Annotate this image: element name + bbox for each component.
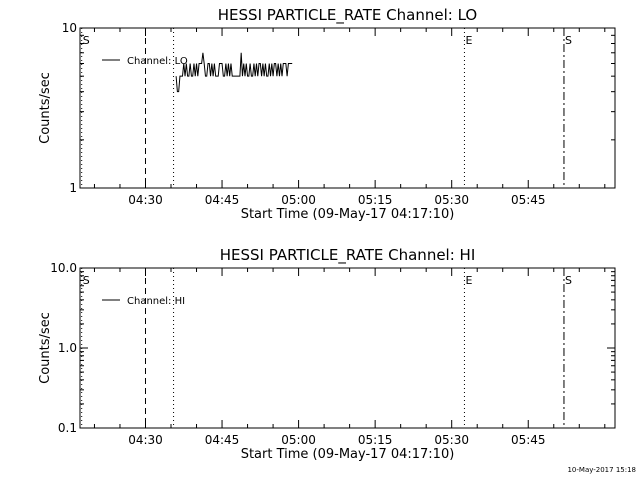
y-tick-label: 10.0: [50, 261, 77, 275]
x-tick-label: 05:00: [281, 433, 316, 447]
x-axis-label: Start Time (09-May-17 04:17:10): [241, 207, 455, 222]
legend-entry: Channel: LO: [127, 56, 188, 67]
x-tick-label: 05:45: [511, 433, 546, 447]
chart-title: HESSI PARTICLE_RATE Channel: LO: [218, 6, 477, 25]
plot-frame: [79, 267, 616, 429]
y-axis-label: Counts/sec: [38, 72, 53, 144]
y-tick-label: 1: [69, 181, 77, 195]
hi-channel-panel: HESSI PARTICLE_RATE Channel: HI 04:30 04:4…: [38, 246, 616, 462]
chart-title: HESSI PARTICLE_RATE Channel: HI: [220, 246, 476, 265]
y-axis-label: Counts/sec: [38, 312, 53, 384]
event-marker-label: S: [83, 274, 90, 287]
lo-channel-panel: HESSI PARTICLE_RATE Channel: LO 04:30 04:4…: [38, 6, 616, 222]
x-tick-label: 05:15: [358, 433, 393, 447]
x-tick-label: 04:30: [128, 193, 163, 207]
event-marker-label: E: [465, 274, 472, 287]
plot-frame: [79, 27, 616, 189]
x-tick-label: 04:45: [205, 433, 240, 447]
event-marker-label: S: [83, 34, 90, 47]
event-marker-label: E: [465, 34, 472, 47]
event-marker-label: S: [565, 34, 572, 47]
x-tick-label: 04:30: [128, 433, 163, 447]
x-tick-label: 05:00: [281, 193, 316, 207]
generation-timestamp: 10-May-2017 15:18: [567, 466, 636, 474]
series-line: [175, 52, 293, 93]
x-tick-label: 05:45: [511, 193, 546, 207]
x-tick-label: 04:45: [205, 193, 240, 207]
y-tick-label: 1.0: [58, 341, 77, 355]
legend-entry: Channel: HI: [127, 296, 185, 307]
event-marker-label: S: [565, 274, 572, 287]
x-tick-label: 05:30: [434, 433, 469, 447]
y-tick-label: 0.1: [58, 421, 77, 435]
x-tick-label: 05:30: [434, 193, 469, 207]
x-tick-label: 05:15: [358, 193, 393, 207]
x-axis-label: Start Time (09-May-17 04:17:10): [241, 447, 455, 462]
y-tick-label: 10: [62, 21, 77, 35]
